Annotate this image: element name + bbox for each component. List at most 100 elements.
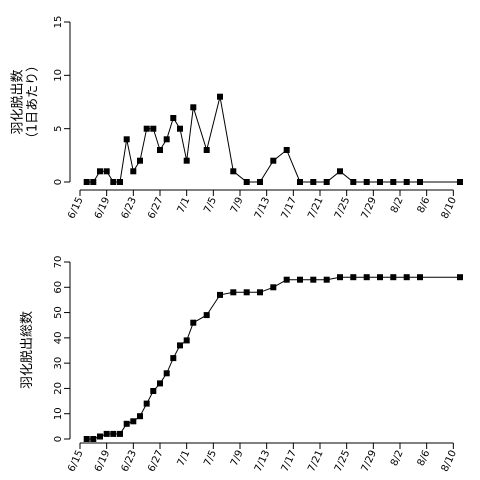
data-point-marker: [457, 179, 463, 185]
x-tick-label: 6/15: [66, 196, 85, 221]
data-point-marker: [190, 319, 197, 326]
x-tick-label: 8/10: [440, 449, 459, 474]
x-tick-label: 7/9: [229, 196, 246, 215]
x-tick-label: 7/25: [333, 449, 352, 474]
data-point-marker: [90, 179, 97, 185]
data-point-marker: [157, 147, 163, 153]
data-point-marker: [143, 125, 150, 132]
data-point-marker: [203, 312, 210, 319]
x-tick-label: 8/6: [416, 196, 433, 215]
data-point-marker: [177, 125, 183, 132]
data-point-marker: [350, 179, 357, 185]
data-point-marker: [123, 420, 130, 427]
y-tick-label: 0: [53, 436, 64, 442]
data-point-marker: [270, 157, 277, 164]
data-point-marker: [390, 274, 397, 281]
data-point-marker: [403, 179, 410, 185]
y-axis-title: 羽化脱出総数: [20, 311, 35, 389]
x-tick-label: 7/9: [229, 449, 246, 468]
x-tick-label: 8/2: [389, 196, 406, 215]
data-point-marker: [243, 179, 250, 185]
data-point-marker: [377, 274, 383, 281]
y-tick-label: 15: [53, 16, 64, 29]
data-point-marker: [217, 291, 223, 298]
data-point-marker: [130, 168, 137, 175]
data-point-marker: [97, 433, 103, 440]
x-tick-label: 6/23: [120, 449, 139, 474]
data-point-marker: [297, 276, 303, 283]
data-point-marker: [103, 168, 110, 175]
data-point-marker: [110, 430, 117, 437]
x-tick-label: 7/13: [253, 449, 272, 474]
data-point-marker: [257, 289, 263, 296]
data-point-marker: [323, 179, 330, 185]
data-point-marker: [337, 274, 343, 281]
y-tick-label: 10: [53, 69, 64, 82]
x-tick-label: 7/5: [202, 449, 219, 468]
data-point-marker: [150, 125, 157, 132]
x-tick-label: 6/19: [93, 196, 112, 221]
data-point-marker: [183, 337, 190, 344]
data-point-marker: [150, 388, 157, 394]
data-point-marker: [243, 289, 250, 296]
y-tick-label: 5: [53, 125, 64, 131]
x-tick-label: 6/19: [93, 449, 112, 474]
x-tick-label: 7/13: [253, 196, 272, 221]
x-tick-label: 7/5: [202, 196, 219, 215]
y-tick-label: 60: [53, 281, 64, 294]
x-tick-label: 7/21: [306, 449, 325, 474]
x-tick-label: 7/17: [280, 196, 299, 221]
data-point-marker: [203, 147, 210, 153]
data-point-marker: [257, 179, 263, 185]
data-point-marker: [270, 284, 277, 291]
x-tick-label: 6/23: [120, 196, 139, 221]
y-tick-label: 20: [53, 382, 64, 395]
data-point-marker: [230, 168, 237, 175]
x-tick-label: 8/6: [416, 449, 433, 468]
data-point-marker: [163, 370, 170, 377]
data-point-marker: [183, 157, 190, 164]
y-axis-title: （1日あたり）: [26, 59, 41, 145]
data-point-marker: [170, 115, 177, 121]
data-point-marker: [137, 413, 143, 420]
data-point-marker: [117, 430, 123, 437]
data-point-marker: [217, 93, 223, 100]
data-point-marker: [90, 436, 97, 442]
data-point-marker: [83, 179, 90, 185]
x-tick-label: 8/2: [389, 449, 406, 468]
data-point-marker: [310, 179, 317, 185]
data-point-marker: [403, 274, 410, 281]
y-tick-label: 0: [53, 179, 64, 185]
data-point-marker: [110, 179, 117, 185]
data-point-marker: [143, 400, 150, 407]
data-point-marker: [123, 136, 130, 143]
data-point-marker: [323, 276, 330, 283]
data-point-marker: [457, 274, 463, 281]
x-tick-label: 7/1: [176, 449, 193, 468]
data-point-marker: [103, 430, 110, 437]
x-tick-label: 6/27: [146, 196, 165, 221]
data-point-marker: [363, 179, 370, 185]
data-point-marker: [297, 179, 303, 185]
cumulative-emergence-chart: 0 10 20 30 40 50 60 70 6/15 6/19 6/23 6/27 7/1 7/5 7/9…: [20, 256, 463, 474]
series-line: [86, 96, 460, 183]
y-tick-label: 70: [53, 256, 64, 269]
x-tick-label: 7/29: [360, 196, 379, 221]
data-point-marker: [337, 168, 343, 175]
data-point-marker: [363, 274, 370, 281]
data-point-marker: [377, 179, 383, 185]
data-point-marker: [83, 436, 90, 442]
data-point-marker: [117, 179, 123, 185]
y-tick-label: 30: [53, 357, 64, 370]
x-tick-label: 7/25: [333, 196, 352, 221]
x-tick-label: 7/29: [360, 449, 379, 474]
data-point-marker: [283, 147, 290, 153]
daily-emergence-chart: 0 5 10 15 6/15 6/19 6/23 6/27 7/1 7/5 7/9 7/13 7/17 7…: [11, 16, 463, 221]
data-point-marker: [417, 274, 423, 281]
y-tick-label: 40: [53, 331, 64, 344]
data-point-marker: [190, 104, 197, 111]
data-point-marker: [417, 179, 423, 185]
data-point-marker: [230, 289, 237, 296]
data-point-marker: [390, 179, 397, 185]
